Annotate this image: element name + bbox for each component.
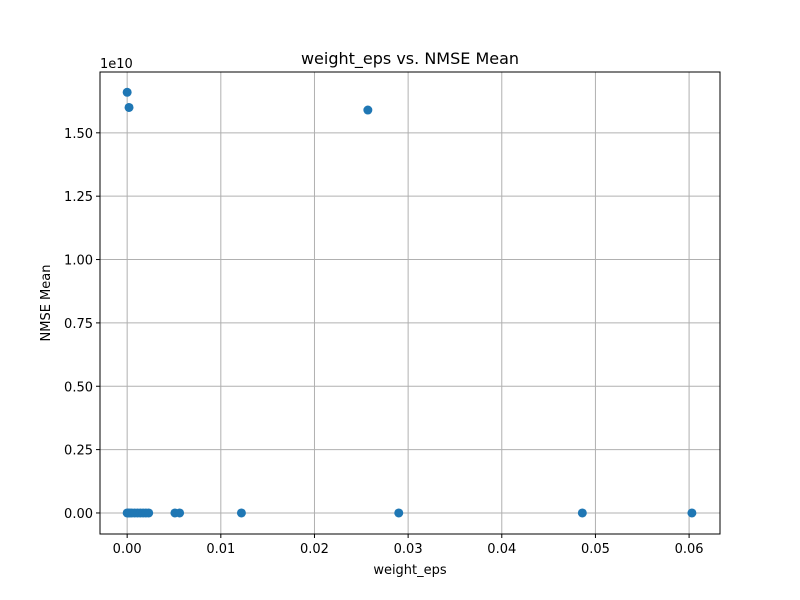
scatter-point (144, 508, 154, 518)
y-axis-offset-label: 1e10 (100, 57, 133, 72)
y-axis-ticks: 0.00 0.25 0.50 0.75 1.00 1.25 1.50 (64, 127, 100, 522)
grid-lines (100, 72, 720, 534)
scatter-point (175, 508, 185, 518)
x-tick-label: 0.03 (394, 542, 423, 557)
data-points (122, 87, 697, 518)
y-tick-label: 0.75 (64, 317, 93, 332)
x-tick-label: 0.05 (581, 542, 610, 557)
x-tick-label: 0.00 (113, 542, 142, 557)
scatter-point (687, 508, 697, 518)
x-tick-label: 0.01 (206, 542, 235, 557)
scatter-point (577, 508, 587, 518)
x-tick-label: 0.06 (675, 542, 704, 557)
x-tick-label: 0.02 (300, 542, 329, 557)
scatter-point (363, 105, 373, 115)
x-axis-label: weight_eps (373, 563, 447, 578)
plot-frame (99, 71, 721, 535)
y-tick-label: 0.50 (64, 380, 93, 395)
y-tick-label: 0.00 (64, 507, 93, 522)
scatter-point (236, 508, 246, 518)
scatter-point (124, 102, 134, 112)
x-tick-label: 0.04 (487, 542, 516, 557)
y-tick-label: 1.25 (64, 190, 93, 205)
x-axis-ticks: 0.00 0.01 0.02 0.03 0.04 0.05 0.06 (113, 534, 704, 557)
y-tick-label: 1.00 (64, 254, 93, 269)
y-tick-label: 0.25 (64, 444, 93, 459)
y-axis-label: NMSE Mean (39, 265, 54, 342)
scatter-point (122, 87, 132, 97)
y-tick-label: 1.50 (64, 127, 93, 142)
chart-title: weight_eps vs. NMSE Mean (301, 49, 519, 69)
scatter-point (394, 508, 404, 518)
